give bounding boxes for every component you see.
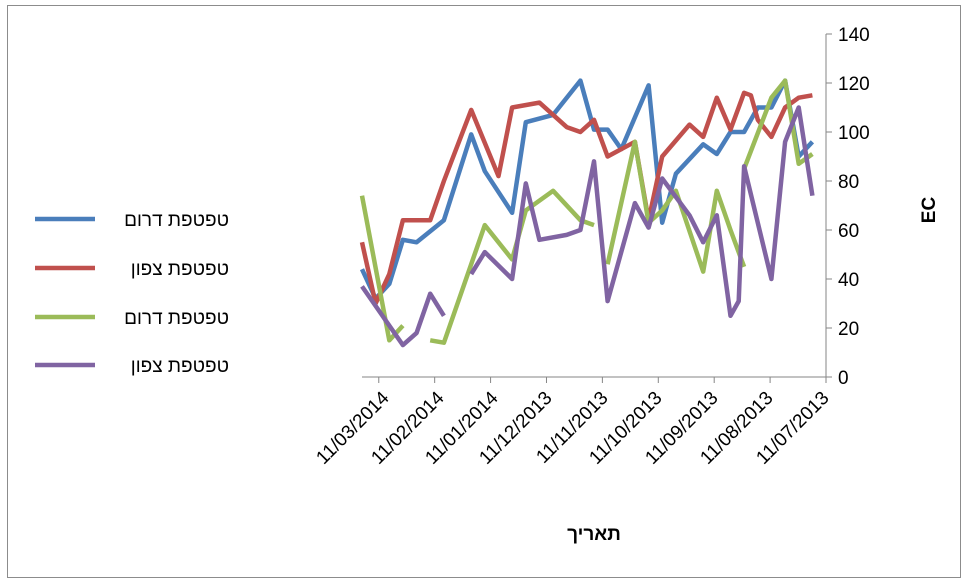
y-tick-label: 80	[838, 172, 859, 193]
series-line-2	[359, 90, 813, 306]
y-tick-label: 140	[838, 25, 870, 46]
series-lines	[359, 78, 815, 348]
y-tick-label: 40	[838, 270, 859, 291]
y-tick-label: 0	[838, 368, 849, 389]
legend-label: טפטפת דרום	[124, 308, 229, 329]
x-axis-ticks: 11/03/201411/02/201411/01/201411/12/2013…	[312, 377, 834, 469]
plot-area: 0 20 40 60 80 100 120 140 11/03/201411/02/20141…	[312, 25, 869, 469]
y-tick-label: 20	[838, 319, 859, 340]
legend-item-4: טפטפת צפון	[35, 356, 229, 377]
y-tick-label: 100	[838, 123, 870, 144]
series-line-3	[359, 78, 814, 345]
legend-label: טפטפת צפון	[131, 259, 229, 280]
legend-label: טפטפת דרום	[124, 210, 229, 231]
chart-frame	[7, 5, 961, 578]
legend-item-3: טפטפת דרום	[35, 308, 229, 329]
y-axis-title: EC	[919, 197, 940, 224]
series-line-4	[360, 105, 815, 348]
legend-label: טפטפת צפון	[131, 356, 229, 377]
legend-item-2: טפטפת צפון	[35, 259, 229, 280]
y-tick-label: 120	[838, 74, 870, 95]
y-tick-label: 60	[838, 221, 859, 242]
y-axis-ticks: 0 20 40 60 80 100 120 140	[826, 25, 870, 389]
legend: טפטפת דרום טפטפת צפון טפטפת דרום טפטפת צפון	[35, 210, 229, 377]
x-axis-title: תאריך	[567, 524, 621, 545]
legend-item-1: טפטפת דרום	[35, 210, 229, 231]
